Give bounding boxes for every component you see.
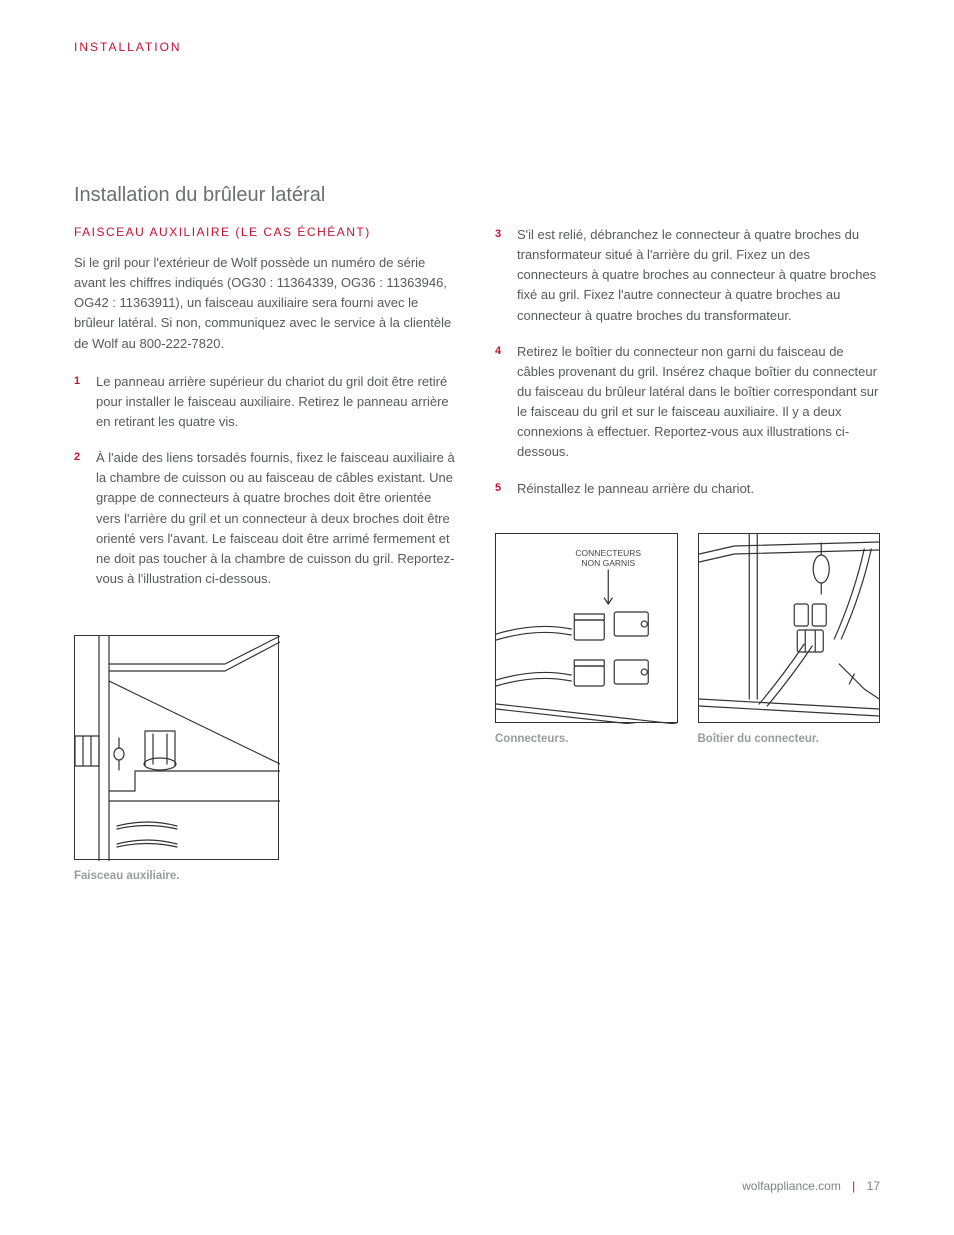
footer-page-number: 17 <box>867 1179 880 1193</box>
section-header: INSTALLATION <box>74 40 880 54</box>
left-column: FAISCEAU AUXILIAIRE (LE CAS ÉCHÉANT) Si … <box>74 225 459 882</box>
figure-aux-harness: Faisceau auxiliaire. <box>74 635 459 882</box>
connectors-diagram: CONNECTEURS NON GARNIS <box>496 534 677 724</box>
figure-row: CONNECTEURS NON GARNIS <box>495 533 880 745</box>
diagram-label: CONNECTEURS <box>575 548 641 558</box>
page-footer: wolfappliance.com | 17 <box>742 1179 880 1193</box>
steps-list-right: S'il est relié, débranchez le connecteur… <box>495 225 880 499</box>
footer-site: wolfappliance.com <box>742 1179 841 1193</box>
step-item: Retirez le boîtier du connecteur non gar… <box>495 342 880 463</box>
step-item: À l'aide des liens torsadés fournis, fix… <box>74 448 459 589</box>
step-item: Réinstallez le panneau arrière du chario… <box>495 479 880 499</box>
right-column: S'il est relié, débranchez le connecteur… <box>495 225 880 882</box>
figure-caption: Connecteurs. <box>495 733 678 745</box>
step-item: Le panneau arrière supérieur du chariot … <box>74 372 459 432</box>
connector-housing-diagram <box>699 534 880 724</box>
step-item: S'il est relié, débranchez le connecteur… <box>495 225 880 326</box>
aux-harness-diagram <box>75 636 280 861</box>
footer-separator: | <box>852 1179 855 1193</box>
subsection-heading: FAISCEAU AUXILIAIRE (LE CAS ÉCHÉANT) <box>74 225 459 239</box>
figure-caption: Boîtier du connecteur. <box>698 733 881 745</box>
page-title: Installation du brûleur latéral <box>74 184 880 207</box>
diagram-label: NON GARNIS <box>581 558 635 568</box>
steps-list-left: Le panneau arrière supérieur du chariot … <box>74 372 459 589</box>
figure-caption: Faisceau auxiliaire. <box>74 870 459 882</box>
intro-paragraph: Si le gril pour l'extérieur de Wolf poss… <box>74 253 459 354</box>
